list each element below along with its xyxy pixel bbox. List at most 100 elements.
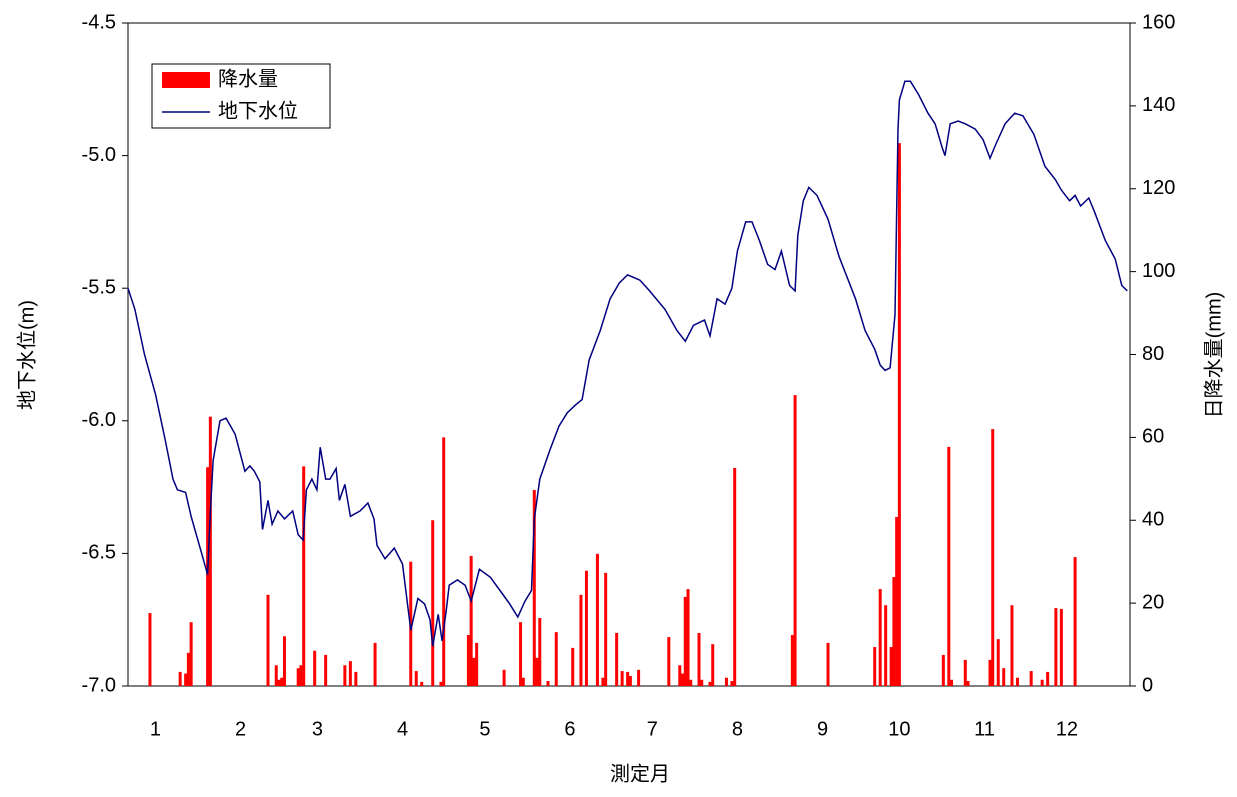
bar xyxy=(472,657,476,686)
bar xyxy=(733,468,737,686)
y-tick-label: -4.5 xyxy=(82,11,116,33)
bar xyxy=(895,516,899,686)
bar xyxy=(892,577,896,686)
bar xyxy=(724,677,728,686)
bar xyxy=(711,644,715,686)
bar xyxy=(628,676,632,686)
bar xyxy=(579,594,583,686)
bar xyxy=(439,681,443,686)
bar xyxy=(667,637,671,686)
bar xyxy=(620,671,624,686)
bar xyxy=(686,589,690,686)
bar xyxy=(206,467,210,686)
bar xyxy=(442,437,446,686)
legend-swatch xyxy=(162,72,210,88)
bar xyxy=(343,665,347,686)
y2-axis-label: 日降水量(mm) xyxy=(1202,292,1225,419)
x-tick-label: 8 xyxy=(732,718,743,740)
bar xyxy=(708,681,712,686)
y-tick-label: -5.0 xyxy=(82,144,116,166)
x-tick-label: 6 xyxy=(564,718,575,740)
bar xyxy=(538,618,542,686)
x-tick-label: 5 xyxy=(479,718,490,740)
bar xyxy=(730,681,734,686)
bar xyxy=(826,642,830,686)
bar xyxy=(681,673,685,686)
bar xyxy=(208,416,212,686)
bar xyxy=(469,555,473,686)
bar xyxy=(186,652,190,686)
x-tick-label: 4 xyxy=(397,718,408,740)
bar xyxy=(282,636,286,686)
bar xyxy=(1054,608,1058,686)
bar xyxy=(1010,605,1014,686)
y2-tick-label: 0 xyxy=(1142,674,1153,696)
bar xyxy=(535,657,539,686)
bar xyxy=(700,679,704,686)
bar xyxy=(184,673,188,686)
x-axis-label: 測定月 xyxy=(610,762,670,785)
bar xyxy=(266,594,270,686)
bar xyxy=(475,642,479,686)
line xyxy=(127,80,1128,647)
bar xyxy=(277,679,281,686)
bar xyxy=(793,395,797,686)
x-tick-label: 11 xyxy=(974,718,995,740)
bar xyxy=(996,639,1000,686)
bar xyxy=(521,677,525,686)
bar xyxy=(296,668,300,686)
bar xyxy=(1059,608,1063,686)
bar xyxy=(280,677,284,686)
bar xyxy=(689,679,693,686)
bar xyxy=(683,596,687,686)
bar xyxy=(189,622,193,686)
bar xyxy=(637,669,641,686)
bar xyxy=(626,671,630,686)
bar xyxy=(519,622,523,686)
y2-tick-label: 120 xyxy=(1142,177,1175,199)
bar xyxy=(1002,668,1006,686)
bar xyxy=(1040,679,1044,686)
bar xyxy=(889,647,893,686)
bar xyxy=(604,572,608,686)
bar xyxy=(274,665,278,686)
bar xyxy=(595,553,599,686)
bar xyxy=(546,681,550,686)
bar xyxy=(554,632,558,686)
bar xyxy=(466,635,470,686)
bar xyxy=(409,561,413,686)
bar xyxy=(878,589,882,686)
y2-tick-label: 40 xyxy=(1142,509,1164,531)
y2-tick-label: 60 xyxy=(1142,426,1164,448)
bar xyxy=(1073,557,1077,686)
bar xyxy=(897,143,901,686)
bar xyxy=(178,671,182,686)
bar xyxy=(963,659,967,686)
bar xyxy=(947,446,951,686)
bar xyxy=(348,661,352,686)
y-tick-label: -6.5 xyxy=(82,542,116,564)
bar xyxy=(313,650,317,686)
x-tick-label: 7 xyxy=(647,718,658,740)
bar xyxy=(950,679,954,686)
y2-tick-label: 80 xyxy=(1142,343,1164,365)
bar xyxy=(302,466,306,686)
x-tick-label: 12 xyxy=(1056,718,1078,740)
bar xyxy=(532,490,536,686)
bar xyxy=(420,681,424,686)
y-tick-label: -6.0 xyxy=(82,409,116,431)
y-tick-label: -7.0 xyxy=(82,674,116,696)
bar xyxy=(1046,671,1050,686)
legend-label: 降水量 xyxy=(218,67,278,90)
bar xyxy=(373,642,377,686)
bar xyxy=(790,635,794,686)
bar xyxy=(991,429,995,686)
bar xyxy=(584,570,588,686)
bar xyxy=(299,665,303,686)
bar xyxy=(148,613,152,686)
bar xyxy=(324,654,328,686)
bar xyxy=(873,647,877,686)
y2-tick-label: 140 xyxy=(1142,94,1175,116)
